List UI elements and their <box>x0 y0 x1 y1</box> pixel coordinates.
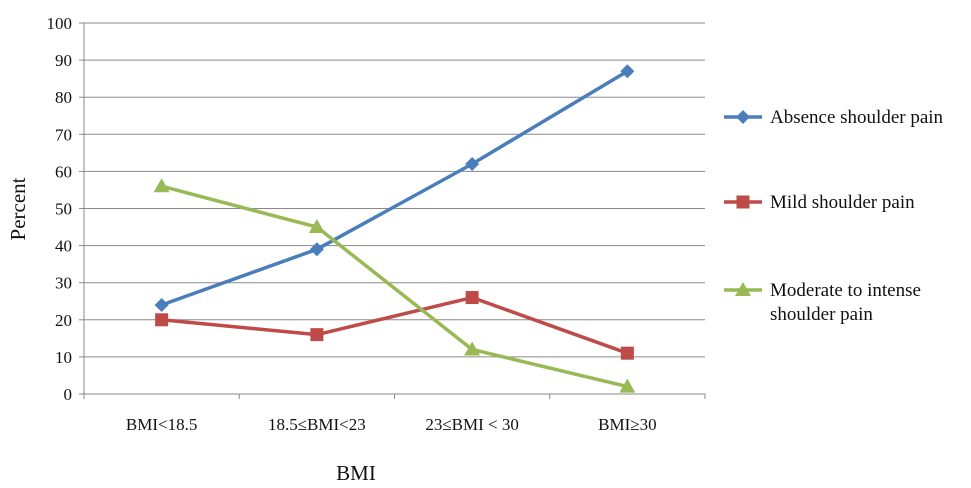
y-tick-label: 70 <box>55 125 72 144</box>
axes <box>83 23 706 399</box>
series-line <box>161 69 629 307</box>
y-tick-label: 10 <box>55 348 72 367</box>
series-diamond <box>154 64 635 312</box>
data-point-diamond <box>736 110 750 124</box>
gridlines <box>79 22 705 395</box>
y-tick-label: 100 <box>47 14 73 33</box>
data-point-triangle <box>464 341 481 356</box>
legend-item: Absence shoulder pain <box>724 107 944 128</box>
legend-label: Absence shoulder pain <box>770 107 944 128</box>
legend-label: Mild shoulder pain <box>770 192 915 213</box>
data-point-triangle <box>308 219 325 234</box>
y-tick-label: 40 <box>55 237 72 256</box>
y-axis-title: Percent <box>6 177 30 240</box>
data-point-diamond <box>620 64 635 79</box>
x-tick-label: 23≤BMI < 30 <box>425 415 519 434</box>
x-tick-label: BMI<18.5 <box>126 415 197 434</box>
y-tick-label: 50 <box>55 200 72 219</box>
y-tick-label: 30 <box>55 274 72 293</box>
legend-item: Mild shoulder pain <box>724 192 915 213</box>
x-tick-labels: BMI<18.5 18.5≤BMI<23 23≤BMI < 30 BMI≥30 <box>126 415 657 434</box>
data-point-square <box>310 328 324 342</box>
x-tick-label: 18.5≤BMI<23 <box>268 415 366 434</box>
series-line <box>161 184 628 389</box>
data-point-square <box>155 313 169 327</box>
legend-label: shoulder pain <box>770 304 873 325</box>
legend-label: Moderate to intense <box>770 280 921 301</box>
series-lines <box>153 64 636 393</box>
data-point-diamond <box>465 156 480 171</box>
data-point-triangle <box>153 178 170 193</box>
data-point-square <box>620 346 634 360</box>
legend: Absence shoulder pain Mild shoulder pain M… <box>724 107 944 325</box>
data-point-diamond <box>154 297 169 312</box>
data-point-diamond <box>309 242 324 257</box>
y-tick-label: 60 <box>55 162 72 181</box>
series-square <box>155 291 634 360</box>
x-tick-label: BMI≥30 <box>598 415 656 434</box>
series-line <box>161 295 628 355</box>
series-triangle <box>153 178 636 393</box>
x-axis-title: BMI <box>336 461 376 485</box>
legend-item: Moderate to intense shoulder pain <box>724 280 921 325</box>
y-tick-label: 0 <box>64 385 73 404</box>
y-tick-label: 90 <box>55 51 72 70</box>
y-tick-label: 80 <box>55 88 72 107</box>
data-point-square <box>465 291 479 305</box>
data-point-square <box>736 195 750 209</box>
y-tick-labels: 0 10 20 30 40 50 60 70 80 90 100 <box>47 14 73 404</box>
data-point-triangle <box>619 378 636 393</box>
y-tick-label: 20 <box>55 311 72 330</box>
data-point-triangle <box>735 282 751 296</box>
